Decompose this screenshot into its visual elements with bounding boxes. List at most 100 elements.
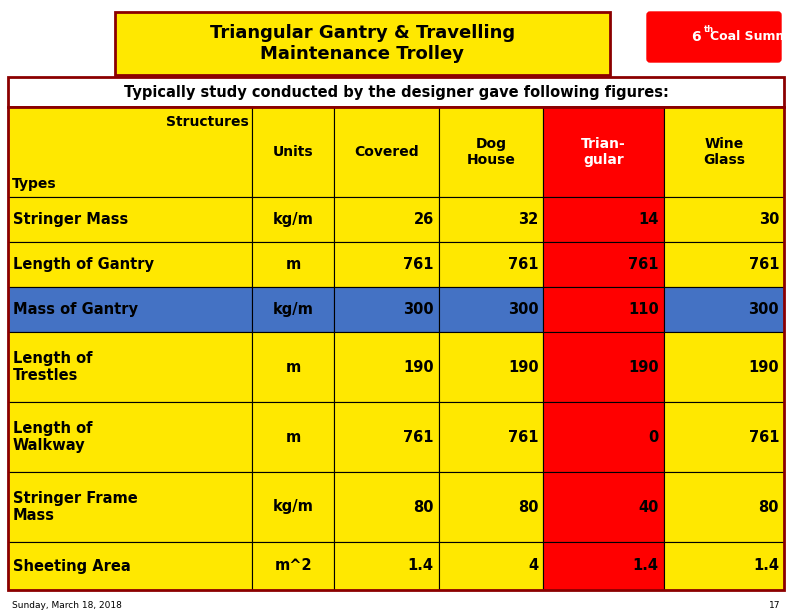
Bar: [8, 402, 253, 472]
Bar: [253, 402, 334, 472]
Text: Stringer Frame
Mass: Stringer Frame Mass: [13, 491, 138, 523]
Text: 300: 300: [508, 302, 539, 317]
Text: Length of Gantry: Length of Gantry: [13, 257, 154, 272]
Text: Typically study conducted by the designer gave following figures:: Typically study conducted by the designe…: [124, 84, 668, 100]
Text: Dog
House: Dog House: [466, 137, 516, 167]
Text: 6: 6: [691, 30, 701, 44]
Text: 761: 761: [748, 430, 779, 444]
Bar: [543, 402, 664, 472]
Bar: [334, 107, 439, 197]
Bar: [664, 402, 784, 472]
Text: kg/m: kg/m: [272, 302, 314, 317]
Bar: [543, 107, 664, 197]
Bar: [253, 107, 334, 197]
Text: 190: 190: [403, 359, 434, 375]
FancyBboxPatch shape: [647, 12, 781, 62]
Bar: [8, 242, 253, 287]
Text: Types: Types: [12, 177, 56, 191]
Bar: [334, 542, 439, 590]
Bar: [8, 197, 253, 242]
Text: Triangular Gantry & Travelling
Maintenance Trolley: Triangular Gantry & Travelling Maintenan…: [210, 24, 515, 63]
Text: 761: 761: [403, 257, 434, 272]
Text: 80: 80: [759, 499, 779, 515]
Bar: [439, 542, 543, 590]
Text: 17: 17: [768, 601, 780, 610]
Bar: [253, 197, 334, 242]
Bar: [334, 402, 439, 472]
Text: 32: 32: [518, 212, 539, 227]
Text: 761: 761: [628, 257, 659, 272]
Bar: [8, 77, 784, 107]
Text: kg/m: kg/m: [272, 499, 314, 515]
Text: 761: 761: [748, 257, 779, 272]
Text: m^2: m^2: [274, 559, 312, 573]
Bar: [664, 542, 784, 590]
Bar: [543, 197, 664, 242]
Bar: [439, 472, 543, 542]
Text: 30: 30: [759, 212, 779, 227]
Text: Sheeting Area: Sheeting Area: [13, 559, 131, 573]
Text: 1.4: 1.4: [753, 559, 779, 573]
Text: Covered: Covered: [354, 145, 419, 159]
Text: 190: 190: [628, 359, 659, 375]
Text: 80: 80: [518, 499, 539, 515]
Bar: [543, 287, 664, 332]
Text: 0: 0: [649, 430, 659, 444]
Bar: [664, 107, 784, 197]
Text: 190: 190: [508, 359, 539, 375]
Text: Structures: Structures: [166, 115, 249, 129]
Text: 40: 40: [638, 499, 659, 515]
Text: 300: 300: [403, 302, 434, 317]
Text: 80: 80: [413, 499, 434, 515]
Text: 190: 190: [748, 359, 779, 375]
Text: Coal Summit: Coal Summit: [710, 31, 792, 43]
Text: 761: 761: [508, 257, 539, 272]
Bar: [543, 542, 664, 590]
Bar: [439, 197, 543, 242]
Bar: [253, 287, 334, 332]
Bar: [543, 242, 664, 287]
Bar: [253, 332, 334, 402]
Text: 1.4: 1.4: [408, 559, 434, 573]
Text: Wine
Glass: Wine Glass: [703, 137, 744, 167]
Bar: [8, 542, 253, 590]
Text: m: m: [286, 430, 301, 444]
Bar: [664, 242, 784, 287]
Text: 1.4: 1.4: [633, 559, 659, 573]
Bar: [439, 332, 543, 402]
Bar: [253, 472, 334, 542]
Bar: [8, 287, 253, 332]
Bar: [334, 287, 439, 332]
Bar: [8, 107, 253, 197]
Text: Stringer Mass: Stringer Mass: [13, 212, 128, 227]
Bar: [253, 242, 334, 287]
Text: 761: 761: [403, 430, 434, 444]
Text: m: m: [286, 257, 301, 272]
Bar: [439, 402, 543, 472]
Bar: [8, 107, 784, 590]
Text: 4: 4: [528, 559, 539, 573]
Text: Units: Units: [273, 145, 314, 159]
Text: 300: 300: [748, 302, 779, 317]
Bar: [8, 332, 253, 402]
Text: Length of
Walkway: Length of Walkway: [13, 421, 93, 453]
Text: m: m: [286, 359, 301, 375]
Bar: [8, 472, 253, 542]
Text: 26: 26: [413, 212, 434, 227]
Bar: [115, 12, 610, 75]
Bar: [664, 287, 784, 332]
Text: Sunday, March 18, 2018: Sunday, March 18, 2018: [12, 601, 122, 610]
Bar: [664, 197, 784, 242]
Bar: [543, 332, 664, 402]
Bar: [439, 107, 543, 197]
Text: Length of
Trestles: Length of Trestles: [13, 351, 93, 383]
Bar: [253, 542, 334, 590]
Bar: [664, 472, 784, 542]
Bar: [439, 242, 543, 287]
Bar: [543, 472, 664, 542]
Text: th: th: [704, 24, 714, 34]
Bar: [334, 472, 439, 542]
Bar: [664, 332, 784, 402]
Text: kg/m: kg/m: [272, 212, 314, 227]
Text: 14: 14: [638, 212, 659, 227]
